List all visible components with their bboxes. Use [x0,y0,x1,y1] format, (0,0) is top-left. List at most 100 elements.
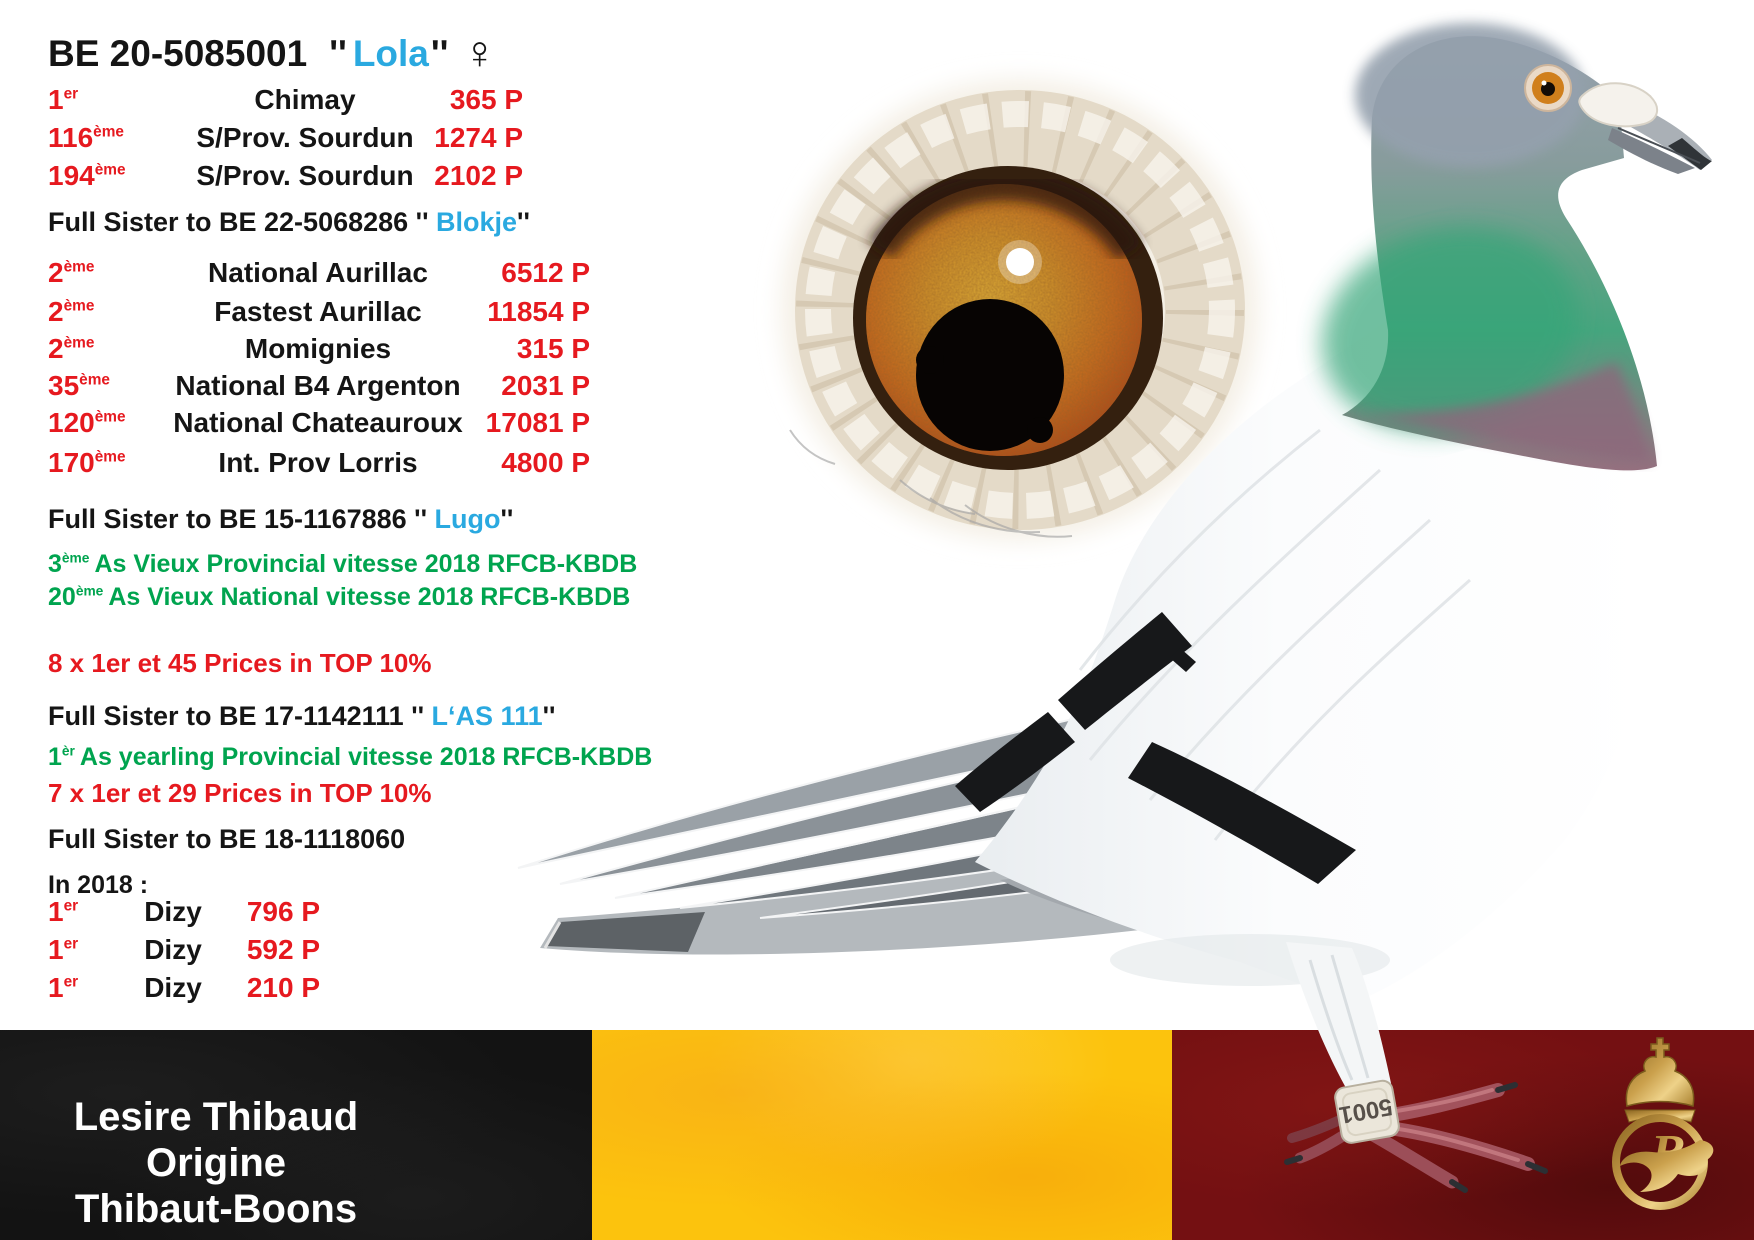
result-row: 194ème S/Prov. Sourdun 2102 P [48,160,523,192]
eye-macro-photo [782,80,1258,540]
points: 2031 P [501,370,590,401]
neck-green-sheen [1321,227,1579,433]
footer-band-black [0,1030,592,1240]
breeder-name: Lesire Thibaud [73,1095,359,1139]
race: S/Prov. Sourdun [196,160,414,191]
points: 4800 P [501,447,590,478]
beak-tip [1668,138,1712,170]
body [975,247,1651,1001]
race: National Aurillac [208,257,428,288]
race: Dizy [144,896,202,927]
iris-top-shadow [867,170,1143,261]
result-row: 1er Dizy 210 P [48,972,320,1004]
result-row: 2ème Momignies 315 P [48,333,590,365]
rank: 2ème [48,257,95,288]
points: 17081 P [485,407,590,438]
race: Momignies [244,333,392,364]
result-row: 1er Dizy 796 P [48,896,320,928]
race: National B4 Argenton [175,370,461,401]
pigeon-photo: 5001 [517,23,1712,1193]
origin-label: Origine [145,1141,287,1185]
eyelid-halo [782,80,1258,540]
race: National Chateauroux [173,407,463,438]
rank: 2ème [48,333,95,364]
rank: 170ème [48,447,126,478]
iris [866,184,1142,456]
flight-feathers [517,688,1280,919]
eye-glint [1006,248,1034,276]
as-pigeon-line: 1èr As yearling Provincial vitesse 2018 R… [48,743,653,771]
sister-header-lugo: Full Sister to BE 15-1167886 '' Lugo'' [48,504,514,534]
footer-band-red [1172,1030,1754,1240]
quote-close: '' [430,33,449,74]
sister-header-blokje: Full Sister to BE 22-5068286 '' Blokje'' [48,207,530,237]
sister-header-las111: Full Sister to BE 17-1142111 '' L‘AS 111… [48,701,556,731]
pigeon-eye-iris [1532,72,1564,104]
origin-name: Thibaut-Boons [74,1187,358,1231]
rank: 194ème [48,160,126,191]
result-row: 35ème National B4 Argenton 2031 P [48,370,590,402]
footer-band-yellow [592,1030,1172,1240]
result-row: 170ème Int. Prov Lorris 4800 P [48,447,590,479]
quote-open: '' [329,33,347,74]
points: 592 P [246,934,320,965]
result-row: 116ème S/Prov. Sourdun 1274 P [48,122,523,154]
pigeon-name: Lola [352,33,429,74]
beak-gape-line [1617,127,1701,164]
rank: 1er [48,896,79,927]
rank: 2ème [48,296,95,327]
race: Fastest Aurillac [214,296,422,327]
pupil-bump [1027,417,1053,443]
iris-outer-ring [853,166,1163,470]
result-row: 1er Dizy 592 P [48,934,320,966]
pupil [916,299,1064,451]
pupil-bump [916,346,944,374]
page-title: BE 20-5085001 '' Lola'' ♀ [48,28,497,76]
glint-glow [998,240,1042,284]
result-row: 1er Chimay 365 P [48,84,523,116]
head-shading [1355,23,1585,167]
tail-tip-edge [543,921,562,949]
beak-lower [1608,128,1695,174]
race: S/Prov. Sourdun [196,122,414,153]
cere [1578,82,1659,128]
wing-bars [955,612,1356,884]
points: 315 P [516,333,590,364]
wing-shield-rows [1078,428,1471,841]
belly-shading [1110,934,1390,986]
iris-speckle [866,184,1142,456]
race: Dizy [144,972,202,1003]
result-row: 2ème Fastest Aurillac 11854 P [48,296,590,328]
top10-summary: 7 x 1er et 29 Prices in TOP 10% [48,778,432,808]
as-pigeon-line: 3ème As Vieux Provincial vitesse 2018 RFC… [48,550,638,578]
points: 365 P [449,84,523,115]
rank: 116ème [48,122,124,153]
neck [1342,36,1657,471]
points: 2102 P [434,160,523,191]
points: 11854 P [487,296,590,327]
breeder-banner: Lesire Thibaud Origine Thibaut-Boons [0,1094,432,1232]
vent-feathers [1000,876,1349,952]
rank: 1er [48,84,79,115]
race: Dizy [144,934,202,965]
eyelid-ring [795,90,1245,530]
result-row: 120ème National Chateauroux 17081 P [48,407,590,439]
sister-header-1118060: Full Sister to BE 18-1118060 [48,824,406,854]
eyelid-highlight [805,101,1235,519]
venus-icon: ♀ [462,26,497,78]
points: 210 P [246,972,320,1003]
points: 796 P [246,896,320,927]
ring-number: BE 20-5085001 [48,33,308,74]
eyelid-scallops [796,91,1244,529]
race: Int. Prov Lorris [218,447,418,478]
pigeon-eye-glint [1541,80,1547,86]
feather-wisps [789,429,1073,538]
tail-band [546,912,705,952]
top10-summary: 8 x 1er et 45 Prices in TOP 10% [48,648,432,678]
pigeon-eye-ring [1524,64,1572,112]
beak-upper [1618,100,1712,170]
neck-purple-collar [1360,362,1650,462]
points: 6512 P [501,257,590,288]
points: 1274 P [434,122,523,153]
